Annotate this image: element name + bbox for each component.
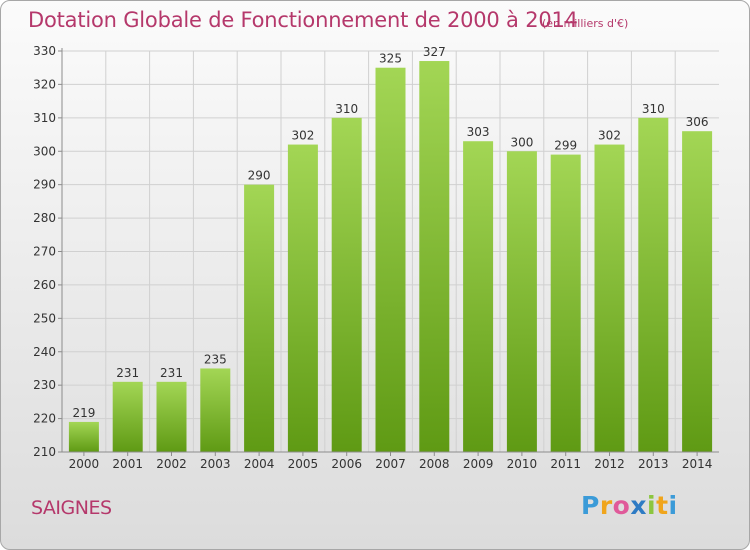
bar xyxy=(112,381,143,452)
bar xyxy=(156,381,187,452)
y-tick-label: 230 xyxy=(33,378,56,392)
logo-letter: i xyxy=(647,491,657,520)
x-tick-label: 2007 xyxy=(375,457,406,471)
x-tick-label: 2008 xyxy=(419,457,450,471)
axes xyxy=(58,48,719,456)
data-label: 290 xyxy=(248,169,271,183)
logo-letter: t xyxy=(656,491,669,520)
data-label: 302 xyxy=(598,129,621,143)
labels: 210 220 230 240 250 260 270 280 290 300 310 320 330 2… xyxy=(33,44,712,471)
y-tick-label: 330 xyxy=(33,44,56,58)
x-tick-label: 2014 xyxy=(682,457,713,471)
bar xyxy=(68,421,99,452)
bar xyxy=(287,144,318,453)
logo-letter: r xyxy=(599,491,613,520)
y-tick-label: 240 xyxy=(33,345,56,359)
data-label: 302 xyxy=(291,129,314,143)
bar xyxy=(244,184,275,452)
data-label: 306 xyxy=(686,115,709,129)
bar xyxy=(594,144,625,453)
logo-letter: i xyxy=(668,491,678,520)
data-label: 235 xyxy=(204,352,227,366)
bar xyxy=(682,131,713,452)
y-tick-label: 250 xyxy=(33,311,56,325)
proxiti-logo[interactable]: Proxiti xyxy=(581,491,678,520)
x-tick-label: 2001 xyxy=(112,457,143,471)
y-tick-label: 300 xyxy=(33,144,56,158)
bar xyxy=(506,151,537,452)
commune-name: SAIGNES xyxy=(31,497,112,519)
logo-letter: P xyxy=(581,491,600,520)
y-tick-label: 280 xyxy=(33,211,56,225)
x-tick-label: 2013 xyxy=(638,457,669,471)
x-tick-label: 2006 xyxy=(331,457,362,471)
bar xyxy=(419,61,450,453)
x-tick-label: 2005 xyxy=(288,457,319,471)
x-tick-label: 2002 xyxy=(156,457,187,471)
data-label: 300 xyxy=(510,135,533,149)
bar xyxy=(200,368,231,452)
y-tick-label: 290 xyxy=(33,178,56,192)
bars xyxy=(68,61,713,453)
y-tick-label: 220 xyxy=(33,412,56,426)
y-tick-label: 270 xyxy=(33,245,56,259)
x-tick-label: 2000 xyxy=(69,457,100,471)
data-label: 231 xyxy=(116,366,139,380)
data-label: 299 xyxy=(554,139,577,153)
bar xyxy=(463,141,494,452)
y-tick-label: 210 xyxy=(33,445,56,459)
data-label: 325 xyxy=(379,52,402,66)
data-label: 303 xyxy=(467,125,490,139)
chart-unit: (en milliers d'€) xyxy=(542,17,629,30)
data-label: 219 xyxy=(72,406,95,420)
x-tick-label: 2012 xyxy=(594,457,625,471)
bar xyxy=(638,117,669,452)
bar xyxy=(375,67,406,452)
y-tick-label: 320 xyxy=(33,77,56,91)
x-tick-label: 2009 xyxy=(463,457,494,471)
chart-title: Dotation Globale de Fonctionnement de 20… xyxy=(28,8,578,32)
y-tick-label: 310 xyxy=(33,111,56,125)
data-label: 231 xyxy=(160,366,183,380)
bar xyxy=(331,117,362,452)
logo-letter: x xyxy=(630,491,647,520)
data-label: 310 xyxy=(642,102,665,116)
x-tick-label: 2004 xyxy=(244,457,275,471)
data-label: 310 xyxy=(335,102,358,116)
data-label: 327 xyxy=(423,45,446,59)
bar xyxy=(550,154,581,452)
x-tick-label: 2003 xyxy=(200,457,231,471)
x-tick-label: 2011 xyxy=(550,457,581,471)
logo-letter: o xyxy=(612,491,631,520)
y-tick-label: 260 xyxy=(33,278,56,292)
x-tick-label: 2010 xyxy=(507,457,538,471)
